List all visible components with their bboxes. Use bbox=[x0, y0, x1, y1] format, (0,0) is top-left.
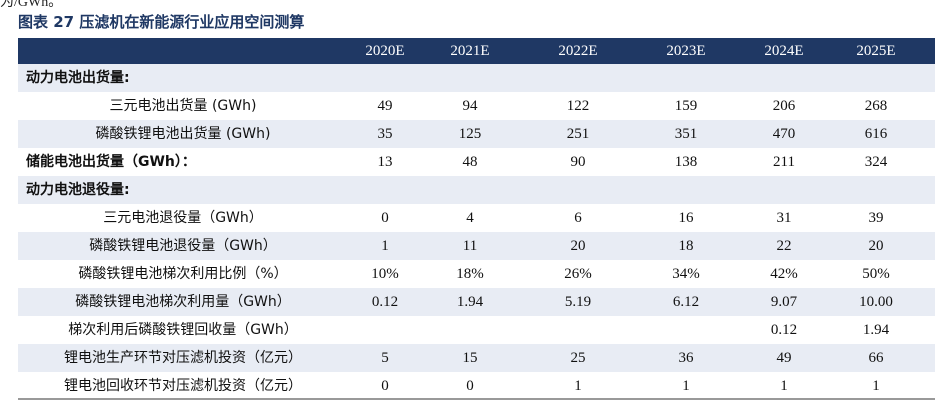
value-cell: 9.07 bbox=[770, 294, 798, 310]
value-cell: 13 bbox=[377, 154, 393, 170]
value-cell: 36 bbox=[678, 350, 694, 366]
value-cell: 10% bbox=[371, 266, 399, 282]
header-cell: 2024E bbox=[764, 43, 804, 59]
value-cell: 5.19 bbox=[564, 294, 592, 310]
row-label: 锂电池回收环节对压滤机投资（亿元） bbox=[64, 378, 302, 394]
value-cell: 31 bbox=[776, 210, 792, 226]
value-cell: 16 bbox=[678, 210, 694, 226]
value-cell: 6.12 bbox=[672, 294, 700, 310]
section-label: 储能电池出货量（GWh）： bbox=[26, 154, 196, 170]
row-label: 梯次利用后磷酸铁锂回收量（GWh） bbox=[68, 322, 298, 338]
table-row: 动力电池出货量: bbox=[18, 64, 935, 92]
row-label: 磷酸铁锂电池梯次利用比例（%） bbox=[78, 266, 288, 282]
value-cell: 4 bbox=[466, 210, 474, 226]
value-cell: 122 bbox=[566, 98, 590, 114]
value-cell: 351 bbox=[674, 126, 698, 142]
value-cell: 470 bbox=[772, 126, 796, 142]
value-cell: 11 bbox=[462, 238, 478, 254]
value-cell: 1 bbox=[872, 378, 880, 394]
table-row: 储能电池出货量（GWh）： 13 48 90 138 211 324 bbox=[18, 148, 935, 176]
value-cell: 206 bbox=[772, 98, 796, 114]
value-cell: 1 bbox=[574, 378, 582, 394]
table-row: 磷酸铁锂电池梯次利用量（GWh） 0.12 1.94 5.19 6.12 9.07 10.0… bbox=[18, 288, 935, 316]
value-cell: 324 bbox=[864, 154, 888, 170]
value-cell: 616 bbox=[864, 126, 888, 142]
row-label: 磷酸铁锂电池梯次利用量（GWh） bbox=[75, 294, 291, 310]
value-cell: 66 bbox=[868, 350, 884, 366]
value-cell: 18 bbox=[678, 238, 694, 254]
section-label: 动力电池出货量: bbox=[26, 70, 130, 86]
value-cell: 18% bbox=[456, 266, 484, 282]
value-cell: 50% bbox=[862, 266, 890, 282]
value-cell: 1 bbox=[381, 238, 389, 254]
value-cell: 159 bbox=[674, 98, 698, 114]
header-cell: 2020E bbox=[365, 43, 405, 59]
value-cell: 94 bbox=[462, 98, 478, 114]
value-cell: 20 bbox=[570, 238, 586, 254]
table-row: 磷酸铁锂电池梯次利用比例（%） 10% 18% 26% 34% 42% 50% bbox=[18, 260, 935, 288]
table-row: 三元电池退役量（GWh） 0 4 6 16 31 39 bbox=[18, 204, 935, 232]
value-cell: 25 bbox=[570, 350, 586, 366]
header-cell: 2021E bbox=[450, 43, 490, 59]
value-cell: 268 bbox=[864, 98, 888, 114]
value-cell: 1.94 bbox=[862, 322, 890, 338]
header-cell: 2023E bbox=[666, 43, 706, 59]
value-cell: 1 bbox=[780, 378, 788, 394]
value-cell: 34% bbox=[672, 266, 700, 282]
value-cell: 0 bbox=[381, 378, 389, 394]
row-label: 锂电池生产环节对压滤机投资（亿元） bbox=[64, 350, 302, 366]
value-cell: 0.12 bbox=[371, 294, 399, 310]
header-cell: 2025E bbox=[856, 43, 896, 59]
value-cell: 6 bbox=[574, 210, 582, 226]
value-cell: 0 bbox=[466, 378, 474, 394]
value-cell: 49 bbox=[776, 350, 792, 366]
value-cell: 26% bbox=[564, 266, 592, 282]
value-cell: 138 bbox=[674, 154, 698, 170]
table-row: 磷酸铁锂电池出货量 (GWh) 35 125 251 351 470 616 bbox=[18, 120, 935, 148]
value-cell: 49 bbox=[377, 98, 393, 114]
value-cell: 20 bbox=[868, 238, 884, 254]
value-cell: 0.12 bbox=[770, 322, 798, 338]
row-label: 三元电池出货量 (GWh) bbox=[109, 98, 257, 114]
value-cell: 10.00 bbox=[859, 294, 893, 310]
value-cell: 35 bbox=[377, 126, 393, 142]
value-cell: 39 bbox=[868, 210, 884, 226]
table-row: 锂电池生产环节对压滤机投资（亿元） 5 15 25 36 49 66 bbox=[18, 344, 935, 372]
value-cell: 90 bbox=[570, 154, 586, 170]
value-cell: 5 bbox=[381, 350, 389, 366]
value-cell: 22 bbox=[776, 238, 792, 254]
value-cell: 48 bbox=[462, 154, 478, 170]
table-row: 梯次利用后磷酸铁锂回收量（GWh） 0.12 1.94 bbox=[18, 316, 935, 344]
table-row: 动力电池退役量: bbox=[18, 176, 935, 204]
row-label: 磷酸铁锂电池退役量（GWh） bbox=[89, 238, 277, 254]
row-label: 磷酸铁锂电池出货量 (GWh) bbox=[95, 126, 271, 142]
value-cell: 42% bbox=[770, 266, 798, 282]
table-row: 三元电池出货量 (GWh) 49 94 122 159 206 268 bbox=[18, 92, 935, 120]
value-cell: 211 bbox=[773, 154, 795, 170]
table-row: 磷酸铁锂电池退役量（GWh） 1 11 20 18 22 20 bbox=[18, 232, 935, 260]
table-header: 2020E 2021E 2022E 2023E 2024E 2025E bbox=[18, 38, 935, 64]
caption: 图表 27 压滤机在新能源行业应用空间测算 bbox=[18, 13, 305, 31]
value-cell: 0 bbox=[381, 210, 389, 226]
value-cell: 1 bbox=[682, 378, 690, 394]
table-row: 锂电池回收环节对压滤机投资（亿元） 0 0 1 1 1 1 bbox=[18, 372, 935, 400]
value-cell: 125 bbox=[458, 126, 482, 142]
value-cell: 1.94 bbox=[456, 294, 484, 310]
bottom-rule bbox=[18, 398, 935, 400]
top-fragment: 为/GWh。 bbox=[0, 0, 63, 10]
value-cell: 251 bbox=[566, 126, 590, 142]
row-label: 三元电池退役量（GWh） bbox=[103, 210, 263, 226]
value-cell: 15 bbox=[462, 350, 478, 366]
header-cell: 2022E bbox=[558, 43, 598, 59]
section-label: 动力电池退役量: bbox=[26, 182, 130, 198]
